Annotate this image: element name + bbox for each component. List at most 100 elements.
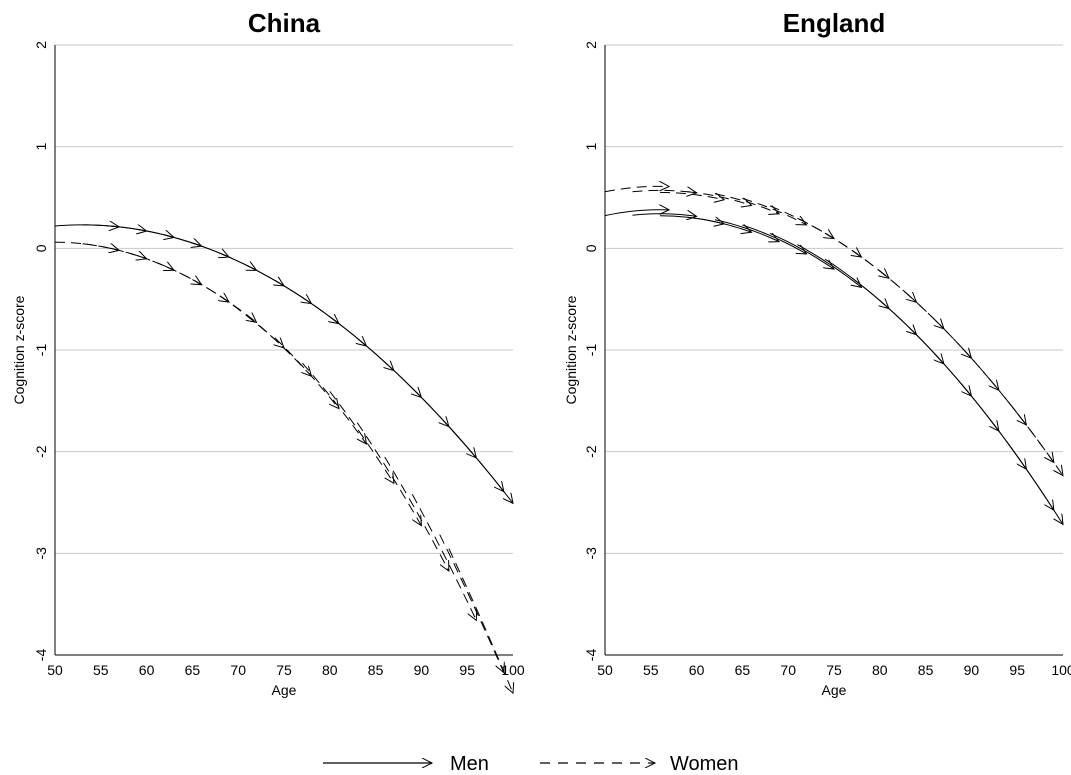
x-tick-label: 80: [872, 662, 888, 678]
x-tick-label: 55: [643, 662, 659, 678]
women-trajectory-arrow: [632, 190, 696, 192]
women-trajectory-arrow: [852, 250, 916, 303]
women-trajectory-arrow: [137, 255, 201, 285]
women-trajectory-arrow: [961, 347, 1026, 425]
x-tick-labels: 50 55 60 65 70 75 80 85 90 95 100: [597, 662, 1071, 678]
women-trajectory-arrow: [604, 186, 669, 193]
men-trajectory-arrow: [411, 387, 476, 458]
men-trajectory-arrow: [109, 225, 174, 237]
x-tick-label: 55: [93, 662, 109, 678]
x-tick-label: 90: [964, 662, 980, 678]
x-tick-label: 80: [322, 662, 338, 678]
men-trajectory-arrow: [247, 265, 311, 304]
x-tick-label: 70: [230, 662, 246, 678]
y-tick-label: -3: [33, 547, 49, 560]
men-trajectory-arrow: [448, 426, 513, 504]
legend: Men Women: [323, 753, 739, 775]
y-tick-label: 2: [33, 41, 49, 49]
women-trajectory-arrow: [989, 378, 1054, 462]
women-trajectory-arrow: [219, 295, 284, 348]
y-axis-label: Cognition z-score: [563, 295, 579, 404]
women-trajectory-arrow: [301, 362, 366, 444]
women-trajectory-arrow: [797, 217, 861, 257]
men-trajectory-arrow: [219, 252, 284, 286]
men-trajectory-arrow: [164, 234, 229, 257]
england-panel: England 2 1 0 -1 -2 -3 -4 50 55 60 65 70 75 80 85 90 95…: [563, 8, 1071, 698]
y-tick-label: 1: [33, 143, 49, 151]
x-tick-label: 65: [185, 662, 201, 678]
china-panel: China 2 1 0 -1 -2 -3 -4 50 55 60 65 70 75 80 85 90 95 10…: [11, 8, 525, 698]
y-tick-label: 0: [33, 244, 49, 252]
x-axis-label: Age: [272, 682, 297, 698]
women-trajectory-arrow: [659, 191, 724, 199]
y-tick-labels: 2 1 0 -1 -2 -3 -4: [583, 41, 599, 661]
men-trajectory-arrow: [961, 384, 1026, 469]
men-trajectory-arrow: [384, 361, 449, 426]
women-trajectory-arrow: [879, 270, 944, 329]
women-trajectory-arrow: [687, 191, 751, 206]
x-tick-label: 65: [735, 662, 751, 678]
y-tick-label: -2: [583, 445, 599, 458]
chart-title: China: [248, 8, 321, 38]
y-tick-label: 1: [583, 143, 599, 151]
y-tick-label: -4: [583, 649, 599, 662]
men-trajectory-arrow: [852, 277, 916, 334]
x-tick-label: 85: [918, 662, 934, 678]
men-trajectory-arrow: [82, 225, 146, 231]
women-trajectory-arrow: [247, 314, 311, 376]
women-trajectory-arrow: [164, 265, 229, 302]
men-trajectory-arrow: [274, 279, 339, 323]
chart-title: England: [783, 8, 886, 38]
women-trajectory-arrow: [714, 193, 779, 214]
men-trajectory-arrow: [137, 228, 201, 246]
women-trajectory-arrow: [439, 534, 504, 673]
x-tick-label: 75: [826, 662, 842, 678]
men-trajectory-arrow: [989, 418, 1054, 510]
gridlines: [55, 44, 513, 554]
men-trajectory-arrow: [632, 214, 696, 217]
y-tick-label: -2: [33, 445, 49, 458]
x-tick-label: 60: [689, 662, 705, 678]
y-tick-label: -3: [583, 547, 599, 560]
y-tick-label: -4: [33, 649, 49, 662]
men-trajectory-arrow: [192, 242, 256, 270]
women-trajectory-arrow: [906, 293, 971, 358]
x-tick-label: 90: [414, 662, 430, 678]
women-trajectory-arrow: [411, 494, 476, 620]
women-trajectory-arrow: [448, 548, 513, 693]
women-trajectory-arrow: [384, 456, 449, 571]
x-tick-label: 75: [276, 662, 292, 678]
women-trajectory-arrow: [356, 422, 421, 526]
y-tick-label: -1: [33, 344, 49, 357]
men-trajectory-arrow: [879, 300, 944, 364]
men-trajectory-arrow: [356, 337, 421, 397]
men-trajectory-arrow: [906, 325, 971, 396]
x-tick-label: 60: [139, 662, 155, 678]
x-tick-label: 100: [501, 662, 525, 678]
y-tick-label: -1: [583, 344, 599, 357]
women-trajectory-arrow: [824, 232, 889, 278]
men-trajectory-arrow: [769, 232, 834, 269]
gridlines: [605, 44, 1063, 554]
series-layer: [604, 186, 1063, 524]
women-trajectory-arrow: [934, 319, 999, 391]
men-trajectory-arrow: [604, 210, 669, 217]
legend-women-label: Women: [670, 753, 739, 775]
x-tick-label: 85: [368, 662, 384, 678]
x-axis-label: Age: [822, 682, 847, 698]
series-layer: [54, 225, 513, 693]
women-trajectory-arrow: [329, 391, 394, 483]
x-tick-label: 70: [780, 662, 796, 678]
men-trajectory-arrow: [329, 316, 394, 371]
women-trajectory-arrow: [82, 243, 146, 259]
legend-men-label: Men: [450, 753, 489, 775]
women-trajectory-arrow: [742, 198, 806, 225]
men-trajectory-arrow: [714, 219, 779, 242]
y-tick-label: 0: [583, 244, 599, 252]
men-trajectory-arrow: [742, 224, 806, 254]
men-trajectory-arrow: [302, 297, 366, 346]
men-trajectory-arrow: [1007, 443, 1063, 524]
y-tick-label: 2: [583, 41, 599, 49]
x-tick-label: 50: [597, 662, 613, 678]
